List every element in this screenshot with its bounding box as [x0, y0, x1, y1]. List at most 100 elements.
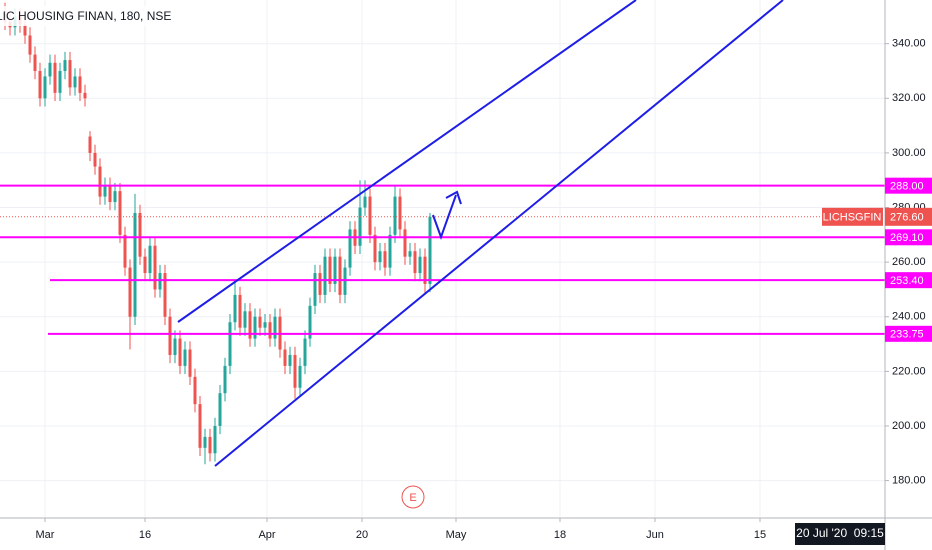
candle-body	[68, 60, 72, 88]
candle-body	[318, 273, 322, 295]
candle-body	[313, 273, 317, 306]
candle-body	[418, 256, 422, 274]
candle-body	[218, 393, 222, 426]
candle-body	[213, 425, 217, 454]
y-tick-label: 220.00	[892, 365, 926, 377]
x-tick-label: Mar	[36, 529, 55, 541]
level-label-box	[885, 229, 932, 246]
level-label-box	[885, 272, 932, 289]
candle-body	[408, 251, 412, 257]
candle-body	[73, 76, 77, 88]
candle-body	[63, 60, 67, 71]
candle-body	[43, 76, 47, 99]
candle-body	[323, 256, 327, 295]
candle-body	[138, 212, 142, 257]
candle-body	[123, 234, 127, 268]
level-label-box	[885, 177, 932, 194]
last-price-label: 276.60	[890, 212, 924, 224]
candle-body	[413, 251, 417, 274]
candle-body	[383, 251, 387, 268]
candle-body	[268, 322, 272, 339]
candle-body	[78, 76, 82, 93]
candle-body	[403, 229, 407, 257]
candle-body	[143, 256, 147, 274]
trend-line-upper	[177, 0, 637, 323]
candle-body	[273, 316, 277, 339]
candle-body	[208, 436, 212, 454]
candle-body	[368, 196, 372, 235]
title-bg	[0, 6, 172, 26]
cursor-box	[795, 523, 885, 545]
level-label: 288.00	[890, 181, 924, 193]
candle-body	[248, 311, 252, 339]
candle-body	[258, 316, 262, 328]
arrow-head	[445, 190, 462, 205]
level-label: 253.40	[890, 275, 924, 287]
candle-body	[23, 24, 27, 36]
x-tick-label: 18	[554, 529, 566, 541]
x-tick-label: Jun	[646, 529, 664, 541]
candle-body	[188, 349, 192, 377]
level-label-box	[885, 325, 932, 342]
candle-body	[108, 185, 112, 203]
candle-body	[128, 267, 132, 317]
candle-body	[173, 338, 177, 355]
candle-body	[178, 338, 182, 366]
y-tick-label: 260.00	[892, 256, 926, 268]
candle-body	[243, 311, 247, 328]
candle-body	[158, 273, 162, 290]
candle-body	[398, 196, 402, 230]
y-tick-label: 340.00	[892, 38, 926, 50]
last-price-box	[885, 207, 932, 226]
candle-body	[333, 256, 337, 284]
candle-body	[288, 354, 292, 366]
candle-body	[393, 196, 397, 235]
y-tick-label: 180.00	[892, 474, 926, 486]
event-circle	[401, 485, 425, 509]
candle-body	[148, 245, 152, 274]
candle-body	[163, 273, 167, 317]
candle-body	[103, 185, 107, 197]
candle-body	[183, 349, 187, 366]
candle-body	[263, 322, 267, 328]
candle-body	[133, 212, 137, 317]
candle-body	[33, 54, 37, 71]
candle-body	[53, 62, 57, 93]
candle-body	[38, 70, 42, 99]
x-tick-label: 20	[356, 529, 368, 541]
candle-body	[373, 234, 377, 263]
candle-body	[293, 354, 297, 388]
symbol-label: LICHSGFIN	[823, 212, 882, 224]
candle-body	[358, 207, 362, 246]
candle-body	[118, 191, 122, 235]
chart-title: LIC HOUSING FINAN, 180, NSE	[0, 9, 171, 23]
candle-body	[388, 234, 392, 268]
candle-body	[198, 404, 202, 448]
candle-body	[83, 92, 87, 99]
candle-body	[168, 316, 172, 355]
level-label: 233.75	[890, 329, 924, 341]
candle-body	[98, 166, 102, 197]
candle-body	[363, 196, 367, 208]
trend-line-lower	[214, 0, 784, 467]
candle-body	[58, 70, 62, 93]
candle-body	[328, 256, 332, 284]
candle-body	[283, 349, 287, 366]
candle-body	[48, 62, 52, 77]
event-marker: E	[409, 492, 416, 504]
candle-body	[253, 316, 257, 339]
candle-body	[28, 35, 32, 55]
candle-body	[428, 216, 432, 284]
y-tick-label: 200.00	[892, 420, 926, 432]
symbol-box	[822, 207, 883, 226]
x-tick-label: 16	[139, 529, 151, 541]
projection-arrow	[432, 194, 457, 240]
candle-body	[113, 191, 117, 203]
candle-body	[193, 376, 197, 405]
x-tick-label: 15	[754, 529, 766, 541]
x-tick-label: Apr	[258, 529, 275, 541]
candle-body	[233, 294, 237, 323]
candle-body	[423, 256, 427, 284]
